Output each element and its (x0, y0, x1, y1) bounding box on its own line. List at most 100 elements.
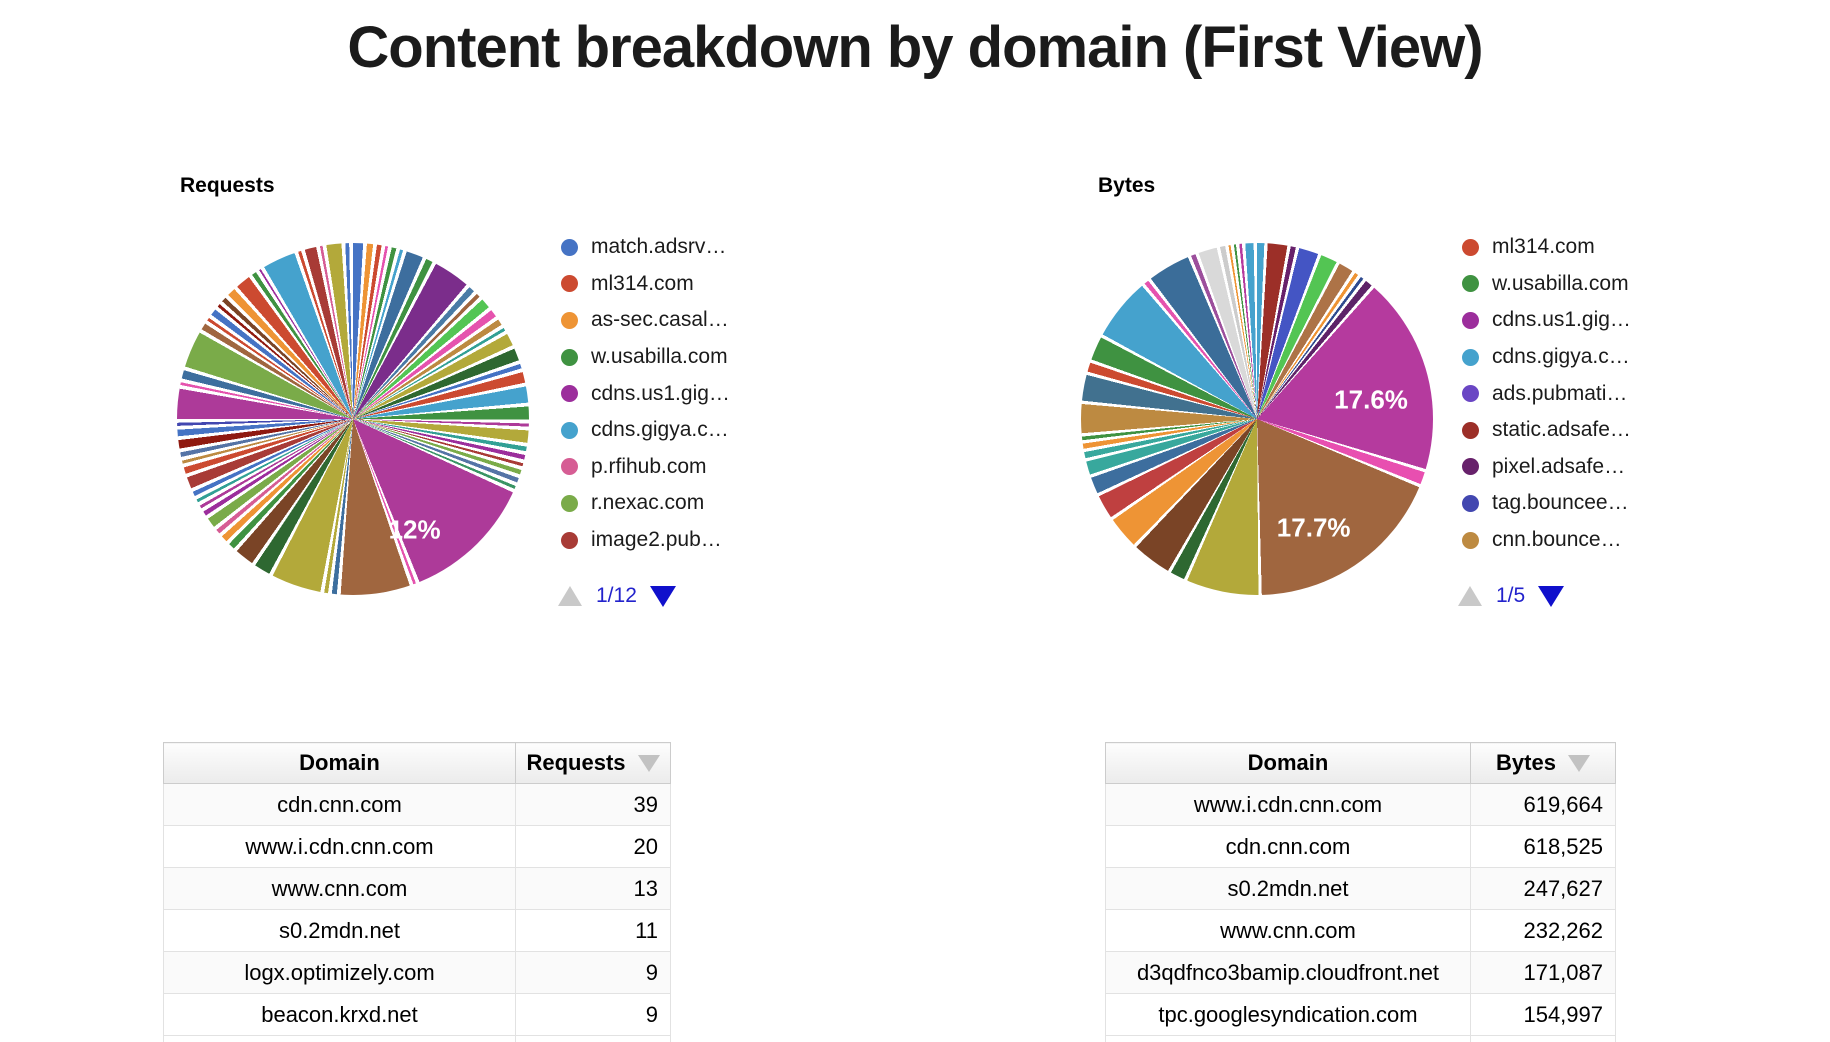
table-row[interactable] (1105, 1035, 1616, 1042)
legend-item[interactable]: cnn.bounce… (1462, 522, 1712, 559)
legend-label: ml314.com (591, 271, 694, 295)
domain-cell: logx.optimizely.com (163, 951, 516, 994)
legend-item[interactable]: p.rfihub.com (561, 449, 811, 486)
legend-item[interactable]: cdns.us1.gig… (561, 375, 811, 412)
legend-label: pixel.adsafe… (1492, 454, 1626, 478)
domain-cell: www.cnn.com (163, 867, 516, 910)
legend-item[interactable]: ml314.com (561, 266, 811, 303)
sort-descending-icon (637, 754, 660, 772)
domain-cell: www.i.cdn.cnn.com (1105, 783, 1471, 826)
legend-label: match.adsrv… (591, 235, 727, 259)
legend-page-down-icon[interactable] (1538, 585, 1565, 607)
legend-page-down-icon[interactable] (649, 585, 676, 607)
domain-cell: s0.2mdn.net (1105, 867, 1471, 910)
legend-item[interactable]: ml314.com (1462, 229, 1712, 266)
legend-label: ml314.com (1492, 235, 1595, 259)
bytes-legend-pagination: 1/5 (1458, 584, 1565, 608)
legend-item[interactable]: cdns.us1.gig… (1462, 302, 1712, 339)
legend-page-indicator: 1/12 (596, 584, 637, 607)
legend-item[interactable]: w.usabilla.com (1462, 266, 1712, 303)
column-header-domain[interactable]: Domain (1105, 742, 1471, 784)
legend-label: w.usabilla.com (1492, 271, 1629, 295)
legend-label: tag.bouncee… (1492, 491, 1629, 515)
legend-swatch-icon (561, 275, 578, 293)
table-row[interactable]: beacon.krxd.net 9 (163, 993, 671, 1036)
value-cell: 618,525 (1470, 825, 1616, 868)
legend-item[interactable]: r.nexac.com (561, 485, 811, 522)
legend-item[interactable]: tag.bouncee… (1462, 485, 1712, 522)
legend-swatch-icon (1462, 458, 1479, 476)
pie-percent-label: 17.6% (1334, 384, 1408, 415)
column-header-domain[interactable]: Domain (163, 742, 516, 784)
table-header-row: Domain Bytes (1105, 742, 1616, 784)
legend-label: w.usabilla.com (591, 345, 728, 369)
legend-swatch-icon (1462, 238, 1479, 256)
value-cell: 13 (515, 867, 671, 910)
legend-item[interactable]: ads.pubmati… (1462, 375, 1712, 412)
legend-swatch-icon (561, 311, 578, 329)
legend-label: as-sec.casal… (591, 308, 729, 332)
legend-item[interactable]: cdns.gigya.c… (561, 412, 811, 449)
table-row[interactable]: tpc.googlesyndication.com 154,997 (1105, 993, 1616, 1036)
legend-item[interactable]: match.adsrv… (561, 229, 811, 266)
column-header-bytes[interactable]: Bytes (1470, 742, 1616, 784)
legend-item[interactable]: w.usabilla.com (561, 339, 811, 376)
legend-page-up-icon[interactable] (558, 586, 582, 606)
legend-swatch-icon (1462, 348, 1479, 366)
table-row[interactable]: d3qdfnco3bamip.cloudfront.net 171,087 (1105, 951, 1616, 994)
value-cell: 247,627 (1470, 867, 1616, 910)
column-header-requests[interactable]: Requests (515, 742, 671, 784)
legend-item[interactable]: static.adsafe… (1462, 412, 1712, 449)
legend-label: static.adsafe… (1492, 418, 1631, 442)
legend-swatch-icon (1462, 311, 1479, 329)
domain-cell: beacon.krxd.net (163, 993, 516, 1036)
legend-swatch-icon (561, 494, 578, 512)
domain-cell: cdn.cnn.com (163, 783, 516, 826)
legend-swatch-icon (561, 385, 578, 403)
pie-percent-label: 12% (388, 514, 441, 545)
table-row[interactable]: cdn.cnn.com 618,525 (1105, 825, 1616, 868)
requests-legend: match.adsrv… ml314.com as-sec.casal… w.u… (561, 229, 811, 558)
legend-item[interactable]: pixel.adsafe… (1462, 449, 1712, 486)
requests-table: Domain Requests cdn.cnn.com 39 www.i.cdn.… (163, 742, 671, 1042)
table-row[interactable]: www.i.cdn.cnn.com 20 (163, 825, 671, 868)
legend-label: cnn.bounce… (1492, 528, 1622, 552)
value-cell: 11 (515, 909, 671, 952)
table-row[interactable]: s0.2mdn.net 11 (163, 909, 671, 952)
legend-label: r.nexac.com (591, 491, 705, 515)
legend-swatch-icon (561, 458, 578, 476)
value-cell: 39 (515, 783, 671, 826)
legend-item[interactable]: image2.pub… (561, 522, 811, 559)
bytes-pie-chart[interactable]: 17.6% 17.7% (1081, 243, 1433, 595)
bytes-chart-title: Bytes (1098, 174, 1156, 197)
table-row[interactable]: www.cnn.com 232,262 (1105, 909, 1616, 952)
bytes-table: Domain Bytes www.i.cdn.cnn.com 619,664 cd… (1105, 742, 1616, 1042)
legend-label: image2.pub… (591, 528, 722, 552)
table-row[interactable]: www.i.cdn.cnn.com 619,664 (1105, 783, 1616, 826)
table-row[interactable]: s0.2mdn.net 247,627 (1105, 867, 1616, 910)
table-row[interactable]: www.cnn.com 13 (163, 867, 671, 910)
table-row[interactable] (163, 1035, 671, 1042)
domain-cell: s0.2mdn.net (163, 909, 516, 952)
table-row[interactable]: logx.optimizely.com 9 (163, 951, 671, 994)
requests-pie-chart[interactable]: 12% (177, 243, 529, 595)
domain-cell: www.cnn.com (1105, 909, 1471, 952)
legend-swatch-icon (561, 238, 578, 256)
pie-percent-label: 17.7% (1276, 512, 1351, 543)
requests-chart-title: Requests (180, 174, 275, 197)
legend-label: p.rfihub.com (591, 454, 707, 478)
legend-swatch-icon (1462, 385, 1479, 403)
page-title: Content breakdown by domain (First View) (347, 15, 1483, 80)
value-cell: 154,997 (1470, 993, 1616, 1036)
value-cell: 232,262 (1470, 909, 1616, 952)
legend-label: ads.pubmati… (1492, 381, 1628, 405)
table-row[interactable]: cdn.cnn.com 39 (163, 783, 671, 826)
legend-item[interactable]: cdns.gigya.c… (1462, 339, 1712, 376)
legend-page-up-icon[interactable] (1458, 586, 1482, 606)
sort-descending-icon (1567, 754, 1590, 772)
legend-label: cdns.gigya.c… (1492, 345, 1630, 369)
domain-cell: cdn.cnn.com (1105, 825, 1471, 868)
legend-item[interactable]: as-sec.casal… (561, 302, 811, 339)
value-cell: 9 (515, 993, 671, 1036)
